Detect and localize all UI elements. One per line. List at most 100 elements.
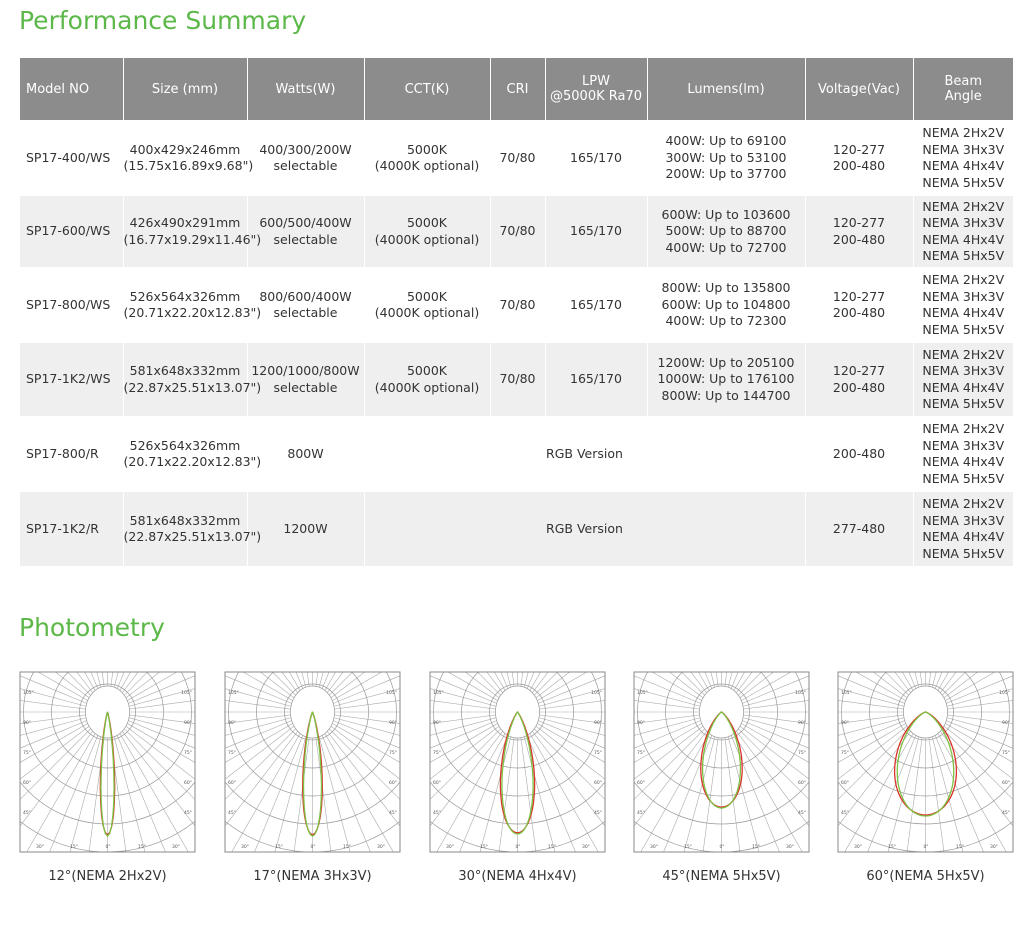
- spoke: [867, 711, 926, 852]
- header-cell: Size (mm): [122, 58, 247, 120]
- spoke: [107, 711, 195, 736]
- spoke: [517, 672, 541, 713]
- spoke: [312, 672, 353, 713]
- angle-label: 45°: [389, 810, 397, 816]
- spoke: [430, 711, 518, 736]
- spoke: [312, 711, 400, 780]
- spoke: [640, 711, 722, 852]
- spoke: [721, 711, 741, 852]
- spoke: [925, 711, 1013, 736]
- angle-label: 15°: [138, 844, 146, 850]
- caption: 17°(NEMA 3Hx3V): [253, 869, 371, 884]
- table-cell: 120-277 200-480: [804, 120, 913, 196]
- table-cell: 581x648x332mm (22.87x25.51x13.07"): [122, 492, 261, 566]
- table-cell: 5000K (4000K optional): [363, 343, 490, 416]
- spoke: [517, 672, 558, 713]
- spoke: [902, 672, 926, 713]
- spoke: [925, 711, 945, 852]
- angle-label: 45°: [841, 810, 849, 816]
- spoke: [517, 711, 605, 763]
- spoke: [906, 711, 926, 852]
- spoke: [293, 711, 313, 852]
- ring: [430, 781, 605, 825]
- ring: [838, 781, 1013, 825]
- performance-table: Model NO Size (mm) Watts(W) CCT(K) CRI LPW @5…: [20, 58, 1013, 566]
- spoke: [26, 711, 108, 852]
- spoke: [225, 675, 313, 713]
- spoke: [20, 700, 108, 713]
- angle-label: 30°: [172, 844, 180, 850]
- angle-label: 60°: [637, 780, 645, 786]
- angle-label: 90°: [841, 720, 849, 726]
- spoke: [634, 700, 722, 713]
- spoke: [272, 672, 313, 713]
- spoke: [494, 672, 518, 713]
- ring: [228, 672, 397, 797]
- angle-label: 105°: [795, 690, 806, 696]
- spoke: [312, 711, 400, 749]
- table-cell: 165/170: [544, 196, 647, 267]
- spoke: [430, 711, 518, 724]
- spoke: [430, 711, 518, 749]
- spoke: [20, 711, 108, 780]
- angle-label: 15°: [956, 844, 964, 850]
- table-cell: NEMA 2Hx2V NEMA 3Hx3V NEMA 4Hx4V NEMA 5H…: [912, 120, 1013, 196]
- spoke: [312, 672, 344, 713]
- spoke: [668, 672, 722, 713]
- spoke: [872, 672, 926, 713]
- spoke: [107, 711, 195, 763]
- spoke: [838, 711, 926, 763]
- header-cell: Model NO: [20, 58, 123, 120]
- table-cell: 400x429x246mm (15.75x16.89x9.68"): [122, 120, 253, 196]
- spoke: [517, 672, 571, 713]
- spoke: [663, 711, 722, 852]
- spoke: [486, 672, 518, 713]
- table-cell: SP17-600/WS: [20, 196, 123, 267]
- angle-label: 15°: [480, 844, 488, 850]
- table-cell: RGB Version: [363, 416, 805, 492]
- curve-green: [701, 711, 742, 809]
- spoke: [721, 672, 792, 713]
- spoke: [259, 672, 313, 713]
- spoke: [312, 672, 366, 713]
- spoke: [225, 711, 313, 827]
- angle-label: 105°: [637, 690, 648, 696]
- table-cell: 70/80: [489, 343, 545, 416]
- angle-label: 30°: [582, 844, 590, 850]
- angle-label: 30°: [990, 844, 998, 850]
- table-cell: 581x648x332mm (22.87x25.51x13.07"): [122, 343, 261, 416]
- spoke: [430, 711, 518, 800]
- table-cell: 400W: Up to 69100 300W: Up to 53100 200W…: [646, 120, 805, 196]
- spoke: [76, 672, 108, 713]
- angle-label: 60°: [594, 780, 602, 786]
- spoke: [634, 711, 722, 724]
- angle-label: 105°: [433, 690, 444, 696]
- spoke: [894, 672, 926, 713]
- spoke: [838, 711, 926, 749]
- angle-label: 0°: [719, 844, 724, 850]
- spoke: [20, 711, 108, 800]
- angle-label: 0°: [923, 844, 928, 850]
- spoke: [225, 711, 313, 780]
- spoke: [721, 672, 753, 713]
- spoke: [312, 672, 336, 713]
- spoke: [651, 672, 722, 713]
- spoke: [430, 711, 518, 780]
- table-cell: 200-480: [804, 416, 913, 492]
- table-cell: 5000K (4000K optional): [363, 267, 490, 343]
- table-cell: 120-277 200-480: [804, 196, 913, 267]
- angle-label: 75°: [798, 750, 806, 756]
- spoke: [838, 711, 926, 736]
- spoke: [20, 711, 108, 749]
- spoke: [517, 688, 605, 713]
- ring: [897, 683, 954, 741]
- table-cell: NEMA 2Hx2V NEMA 3Hx3V NEMA 4Hx4V NEMA 5H…: [912, 343, 1013, 416]
- spoke: [721, 688, 809, 713]
- spoke: [312, 711, 400, 724]
- spoke: [477, 672, 518, 713]
- ring: [79, 683, 136, 741]
- photometry: 105° 105° 90° 90° 75° 75° 60° 60° 45° 45° 30° 15° 0°…: [19, 671, 1014, 884]
- spoke: [225, 700, 313, 713]
- header-cell: LPW @5000K Ra70: [544, 58, 647, 120]
